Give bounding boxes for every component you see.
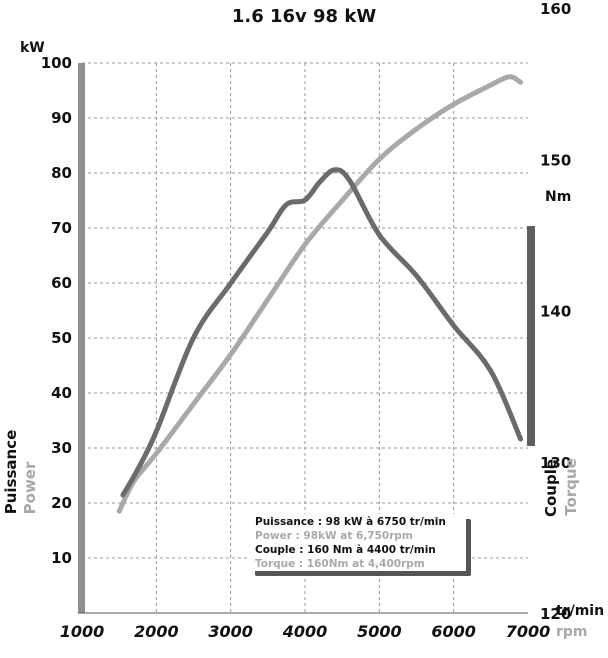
y-left-tick-label: 30 (51, 439, 72, 457)
legend-line-torque-fr: Couple : 160 Nm à 4400 tr/min (255, 544, 436, 556)
y-right-ticks: 120 130 140 150 160 (540, 0, 571, 623)
y-left-tick-label: 80 (51, 164, 72, 182)
y-left-tick-label: 10 (51, 549, 72, 567)
y-left-label: Puissance (2, 430, 20, 515)
y-left-tick-label: 90 (51, 109, 72, 127)
x-tick-label: 6000 (431, 622, 476, 641)
y-right-tick-label: 130 (540, 454, 571, 472)
series-line-couple (120, 167, 524, 498)
y-right-label: Couple (542, 459, 560, 517)
y-left-unit: kW (20, 40, 45, 56)
x-ticks: 1000 2000 3000 4000 5000 6000 7000 (60, 622, 551, 641)
y-right-tick-label: 140 (540, 303, 571, 321)
y-left-tick-label: 70 (51, 219, 72, 237)
y-left-tick-label: 50 (51, 329, 72, 347)
series-line-puissance (116, 74, 524, 514)
chart-title: 1.6 16v 98 kW (232, 6, 376, 27)
y-right-label-secondary: Torque (562, 458, 580, 516)
y-left-tick-label: 20 (51, 494, 72, 512)
y-left-tick-label: 100 (41, 54, 72, 72)
x-unit-bottom: rpm (556, 624, 588, 640)
series-layer (116, 74, 524, 514)
x-tick-label: 4000 (282, 622, 328, 641)
legend-line-power-fr: Puissance : 98 kW à 6750 tr/min (255, 516, 446, 528)
x-tick-label: 3000 (208, 622, 253, 641)
legend-box (250, 514, 466, 571)
y-right-tick-label: 160 (540, 0, 571, 18)
y-right-tick-label: 120 (540, 605, 571, 623)
y-left-tick-label: 40 (51, 384, 72, 402)
legend-line-torque-en: Torque : 160Nm at 4,400rpm (255, 558, 425, 570)
legend: Puissance : 98 kW à 6750 tr/min Power : … (250, 514, 471, 576)
y-right-unit: Nm (545, 189, 571, 205)
x-tick-label: 1000 (60, 622, 105, 641)
y-left-tick-label: 60 (51, 274, 72, 292)
x-tick-label: 2000 (134, 622, 179, 641)
y-right-axis-bar (527, 226, 535, 446)
y-right-tick-label: 150 (540, 151, 571, 169)
x-tick-label: 5000 (357, 622, 402, 641)
y-left-axis-bar (78, 63, 85, 613)
x-unit-top: tr/min (556, 603, 604, 619)
x-tick-label: 7000 (506, 622, 551, 641)
y-left-label-secondary: Power (21, 461, 39, 514)
legend-line-power-en: Power : 98kW at 6,750rpm (255, 530, 413, 542)
y-left-ticks: 10 20 30 40 50 60 70 80 90 100 (41, 54, 72, 567)
